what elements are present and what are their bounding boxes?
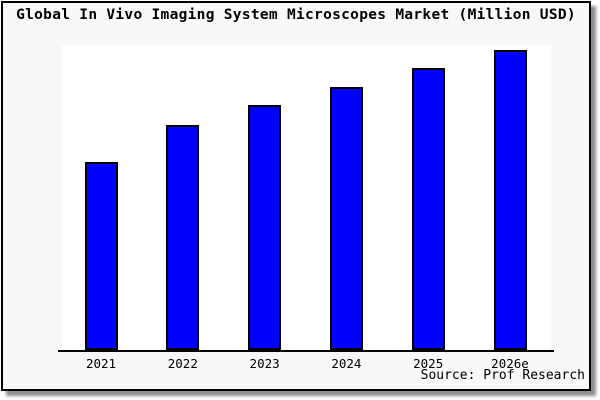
bar-2021: [84, 162, 118, 350]
bar-2022: [166, 125, 200, 350]
bar-2026e: [493, 50, 527, 350]
chart-card: Global In Vivo Imaging System Microscope…: [1, 1, 591, 391]
chart-title: Global In Vivo Imaging System Microscope…: [16, 7, 576, 23]
x-tick-label-2022: 2022: [167, 356, 198, 371]
bar-2023: [248, 105, 282, 350]
x-axis-line: [58, 350, 554, 352]
x-tick-label-2023: 2023: [249, 356, 280, 371]
x-tick-label-2021: 2021: [85, 356, 117, 371]
bar-2025: [411, 68, 445, 350]
x-tick-label-2025: 2025: [413, 356, 444, 371]
bar-2024: [329, 87, 363, 350]
x-tick-label-2026e: 2026e: [491, 356, 529, 371]
source-credit: Source: Prof Research: [420, 368, 585, 383]
plot-area: 2021 2022 2023 2024 2025 2026e: [62, 45, 551, 371]
x-tick-label-2024: 2024: [331, 356, 362, 371]
